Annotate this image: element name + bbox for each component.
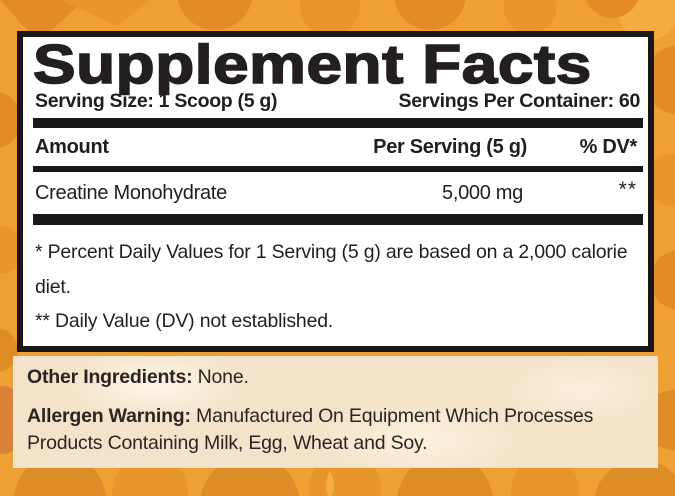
allergen-warning-block: Allergen Warning: Manufactured On Equipm… [27, 403, 629, 457]
supplement-facts-title: Supplement Facts [32, 33, 592, 95]
ingredient-amount: 5,000 mg [442, 182, 523, 204]
footnote-dv-not-established: ** Daily Value (DV) not established. [35, 310, 334, 332]
supplement-facts-panel: Supplement Facts Serving Size: 1 Scoop (… [17, 31, 654, 352]
table-header-row: Amount Per Serving (5 g) % DV* [23, 134, 648, 160]
ingredient-row: Creatine Monohydrate 5,000 mg ** [23, 178, 648, 206]
allergen-warning-label: Allergen Warning: [27, 405, 191, 427]
ingredients-allergen-panel: Other Ingredients: None. Allergen Warnin… [13, 356, 658, 468]
divider-bar-thick-bottom [33, 214, 643, 225]
header-per-serving: Per Serving (5 g) [373, 136, 527, 158]
servings-per-container-text: Servings Per Container: 60 [398, 90, 641, 112]
header-percent-dv: % DV* [579, 136, 638, 158]
allergen-warning-text: Manufactured On Equipment Which Processe… [27, 405, 594, 454]
other-ingredients-label: Other Ingredients: [27, 366, 193, 388]
serving-info-row: Serving Size: 1 Scoop (5 g) Servings Per… [35, 90, 640, 112]
divider-bar-thick-top [33, 118, 643, 128]
footnote-daily-value: * Percent Daily Values for 1 Serving (5 … [35, 241, 628, 298]
serving-size-text: Serving Size: 1 Scoop (5 g) [35, 90, 278, 112]
ingredient-name: Creatine Monohydrate [35, 182, 227, 204]
header-amount: Amount [35, 136, 109, 158]
other-ingredients-line: Other Ingredients: None. [27, 365, 640, 389]
other-ingredients-value: None. [197, 366, 249, 388]
ingredient-dv: ** [618, 178, 637, 201]
divider-bar-thin [33, 166, 643, 172]
